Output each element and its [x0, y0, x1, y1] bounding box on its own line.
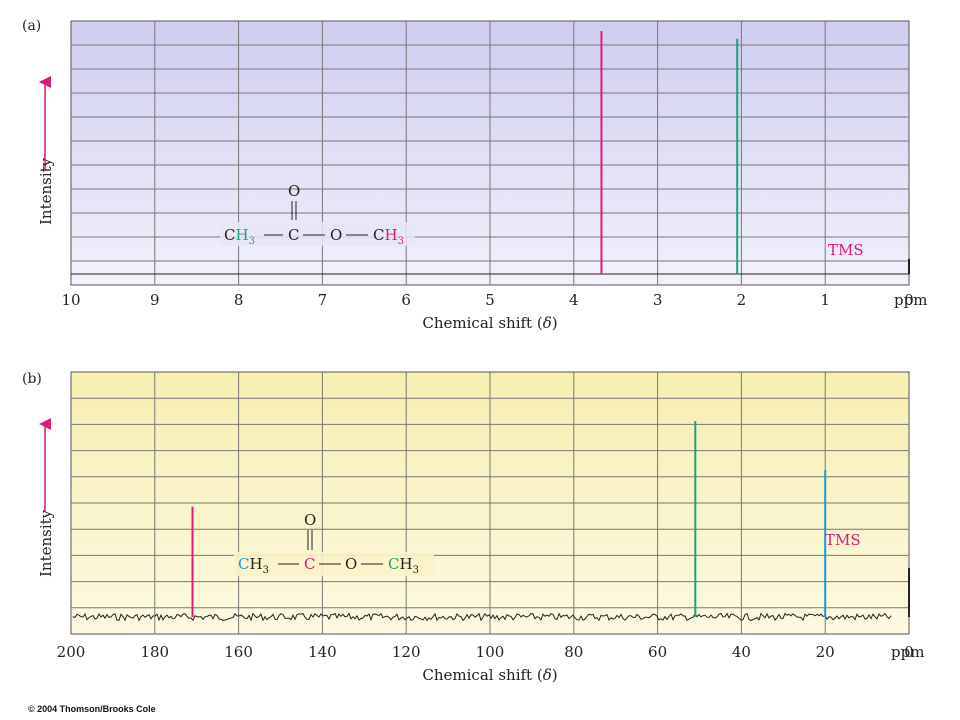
panel-a-tms-label: TMS — [828, 241, 864, 259]
panel-a-x-tick-label: 7 — [318, 291, 328, 309]
panel-b-mol-ester-o: O — [345, 555, 357, 573]
panel-b-x-tick-label: 100 — [476, 643, 505, 661]
panel-a-x-tick-label: 2 — [737, 291, 747, 309]
panel-a-molecule-bg — [220, 222, 415, 246]
panel-b-mol-carbonyl-c: C — [304, 555, 315, 573]
panel-b-baseline — [72, 612, 892, 622]
panel-b-x-tick-label: 200 — [57, 643, 86, 661]
panel-a-x-tick-label: 8 — [234, 291, 244, 309]
panel-a-grid — [71, 21, 909, 285]
panel-a-x-tick-label: 0 — [904, 291, 914, 309]
panel-b-x-tick-label: 120 — [392, 643, 421, 661]
panel-b-label: (b) — [22, 371, 42, 387]
panel-b-x-label: Chemical shift (δ) — [422, 666, 557, 684]
panel-b-unit: ppm — [891, 643, 924, 661]
panel-a-label: (a) — [22, 18, 41, 34]
panel-a-mol-ch3-right: CH3 — [373, 226, 404, 247]
panel-a-mol-carbonyl-c: C — [288, 226, 299, 244]
panel-b-tms-label: TMS — [825, 531, 861, 549]
panel-a-x-tick-label: 3 — [653, 291, 663, 309]
panel-a-y-axis: Intensity — [37, 76, 55, 225]
panel-b-mol-ch3-left: CH3 — [238, 555, 269, 576]
panel-b: (b) 200 180 160 140 120 100 80 60 40 20 0 Intensit… — [22, 371, 924, 684]
panel-b-mol-ch3-right: CH3 — [388, 555, 419, 576]
panel-a-peaks — [71, 31, 910, 275]
panel-b-x-tick-label: 80 — [564, 643, 583, 661]
panel-a-molecule: O CH3 C O CH3 — [220, 182, 415, 247]
panel-b-mol-top-o: O — [304, 511, 316, 529]
panel-a-x-tick-label: 10 — [61, 291, 80, 309]
panel-b-baseline-trace — [72, 612, 892, 622]
panel-b-x-tick-label: 180 — [140, 643, 169, 661]
panel-a-x-label: Chemical shift (δ) — [422, 314, 557, 332]
panel-a-tick-labels: 10 9 8 7 6 5 4 3 2 1 0 — [61, 291, 913, 309]
panel-b-x-tick-label: 0 — [904, 643, 914, 661]
panel-a-mol-top-o: O — [288, 182, 300, 200]
panel-b-molecule: O CH3 C O CH3 — [234, 511, 434, 576]
panel-b-x-tick-label: 160 — [224, 643, 253, 661]
panel-a-x-tick-label: 5 — [485, 291, 495, 309]
panel-a-y-label: Intensity — [37, 157, 55, 225]
panel-b-x-tick-label: 20 — [816, 643, 835, 661]
panel-a-unit: ppm — [894, 291, 927, 309]
panel-b-x-tick-label: 140 — [308, 643, 337, 661]
panel-b-grid — [71, 372, 909, 634]
panel-a-x-tick-label: 6 — [401, 291, 411, 309]
panel-b-y-label: Intensity — [37, 509, 55, 577]
panel-a-x-tick-label: 1 — [820, 291, 830, 309]
panel-b-y-axis: Intensity — [37, 418, 55, 577]
panel-a: (a) 10 9 8 7 6 5 4 3 2 1 0 Intensity Chemical shif… — [22, 18, 927, 332]
panel-b-tick-labels: 200 180 160 140 120 100 80 60 40 20 0 — [57, 643, 914, 661]
panel-b-peaks — [191, 421, 910, 617]
copyright-notice: © 2004 Thomson/Brooks Cole — [28, 704, 156, 714]
panel-b-x-tick-label: 60 — [648, 643, 667, 661]
panel-a-mol-ester-o: O — [330, 226, 342, 244]
panel-a-x-tick-label: 9 — [150, 291, 160, 309]
panel-a-x-tick-label: 4 — [569, 291, 579, 309]
panel-b-x-tick-label: 40 — [732, 643, 751, 661]
panel-a-mol-ch3-left: CH3 — [224, 226, 255, 247]
